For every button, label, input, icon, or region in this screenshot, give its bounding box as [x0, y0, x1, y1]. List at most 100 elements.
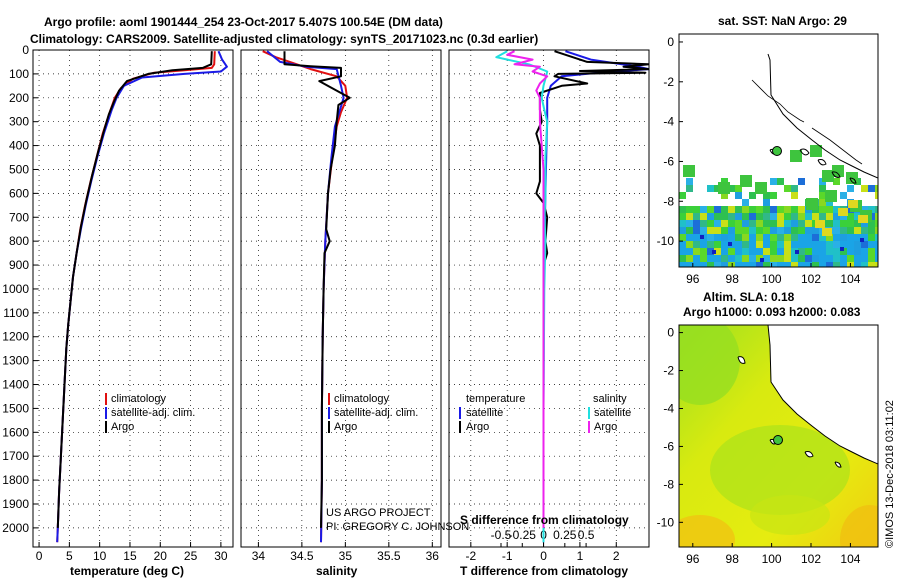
- map-lat-label: -4: [663, 401, 674, 415]
- series-line-argo: [56, 51, 213, 528]
- sst-cell: [756, 241, 763, 248]
- sst-cell: [858, 215, 868, 223]
- sst-cell: [833, 220, 840, 227]
- sst-cell: [805, 262, 812, 267]
- sst-cell: [683, 165, 695, 177]
- sst-cell: [784, 227, 791, 234]
- sst-cell: [679, 248, 686, 255]
- legend-title-temperature: temperature: [466, 393, 525, 405]
- sst-cell: [805, 241, 812, 248]
- sst-cell: [749, 262, 756, 267]
- sst-cell: [810, 145, 822, 157]
- x-tick-label: 36: [426, 549, 440, 563]
- sst-cell: [686, 241, 693, 248]
- sst-cell: [812, 241, 819, 248]
- sst-cell: [707, 234, 714, 241]
- sst-cell: [763, 213, 770, 220]
- depth-tick-label: 1400: [2, 378, 29, 392]
- sst-cell: [700, 206, 707, 213]
- sst-cell: [805, 213, 812, 220]
- sst-cell: [742, 206, 749, 213]
- sst-cell: [700, 227, 707, 234]
- sst-cell: [693, 206, 700, 213]
- sst-cell: [742, 199, 749, 206]
- depth-tick-label: 1600: [2, 425, 29, 439]
- x-tick-label: 35.5: [377, 549, 401, 563]
- sst-cell: [763, 241, 770, 248]
- map-lat-label: -2: [663, 75, 674, 89]
- series-line-t-satellite: [542, 50, 649, 543]
- map-lat-label: 0: [667, 35, 674, 49]
- sst-cell: [686, 255, 693, 262]
- legend-label-climatology: climatology: [111, 393, 167, 405]
- sst-cell: [721, 178, 728, 185]
- sst-cell: [728, 227, 735, 234]
- sst-cell: [812, 227, 819, 234]
- sst-cell: [714, 206, 721, 213]
- sst-cell: [712, 250, 716, 254]
- sst-cell: [686, 248, 693, 255]
- sst-cell: [840, 234, 847, 241]
- sst-cell: [812, 213, 819, 220]
- sst-cell: [728, 255, 735, 262]
- sst-cell: [679, 227, 686, 234]
- sst-cell: [798, 255, 805, 262]
- sst-cell: [832, 165, 844, 177]
- sst-cell: [826, 262, 833, 267]
- sst-cell: [763, 234, 770, 241]
- sst-cell: [875, 248, 878, 255]
- sst-cell: [686, 262, 693, 267]
- x-tick-label: 35: [339, 549, 353, 563]
- sst-cell: [693, 262, 700, 267]
- sst-cell: [770, 241, 777, 248]
- sst-cell: [798, 220, 805, 227]
- sst-cell: [875, 206, 878, 213]
- sst-cell: [822, 170, 834, 182]
- sst-cell: [742, 262, 749, 267]
- sst-cell: [721, 192, 728, 199]
- sst-cell: [735, 241, 742, 248]
- legend-label-t-satellite: satellite: [466, 407, 503, 419]
- sst-cell: [826, 206, 833, 213]
- sst-cell: [735, 248, 742, 255]
- map-lon-label: 100: [762, 272, 782, 286]
- sst-cell: [812, 262, 819, 267]
- sst-cell: [714, 248, 721, 255]
- s-diff-tick-label: -0.25: [509, 528, 537, 542]
- sst-cell: [721, 248, 728, 255]
- sst-cell: [875, 220, 878, 227]
- sst-cell: [798, 234, 805, 241]
- sst-cell: [798, 262, 805, 267]
- map-lon-label: 104: [840, 552, 860, 566]
- sst-cell: [679, 213, 686, 220]
- difference-legend: temperature salinity satellite Argo sate…: [459, 393, 631, 433]
- depth-tick-label: 1300: [2, 354, 29, 368]
- sst-cell: [840, 192, 847, 199]
- depth-tick-label: 200: [9, 91, 29, 105]
- sst-cell: [742, 213, 749, 220]
- x-tick-label: 2: [613, 549, 620, 563]
- sst-cell: [833, 206, 840, 213]
- sst-cell: [714, 213, 721, 220]
- sst-map: [679, 34, 878, 267]
- sst-cell: [819, 255, 826, 262]
- sst-cell: [861, 185, 868, 192]
- sst-cell: [825, 190, 837, 202]
- sst-cell: [742, 255, 749, 262]
- sst-map-title: sat. SST: NaN Argo: 29: [718, 14, 847, 28]
- sst-cell: [686, 227, 693, 234]
- legend-label-argo: Argo: [111, 421, 134, 433]
- sst-cell: [735, 220, 742, 227]
- x-tick-label: 30: [214, 549, 228, 563]
- sst-cell: [868, 227, 875, 234]
- depth-tick-label: 800: [9, 234, 29, 248]
- sst-cell: [791, 227, 798, 234]
- sst-cell: [833, 262, 840, 267]
- sst-cell: [770, 178, 777, 185]
- sst-cell: [819, 213, 826, 220]
- map-lon-label: 96: [686, 272, 700, 286]
- sst-cell: [777, 262, 784, 267]
- sst-cell: [770, 192, 777, 199]
- sst-cell: [812, 255, 819, 262]
- sst-cell: [728, 220, 735, 227]
